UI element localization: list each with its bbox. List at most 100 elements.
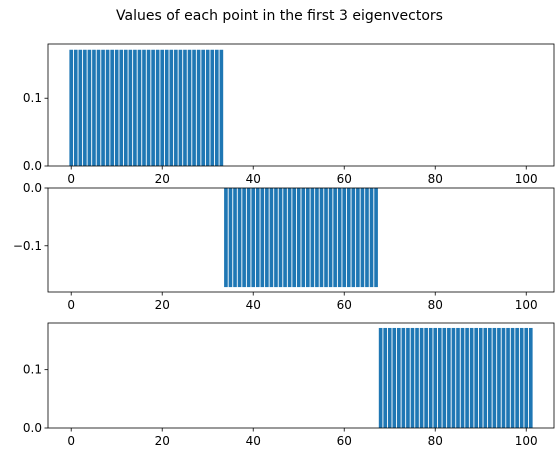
bar [183,49,187,167]
bar [246,188,251,288]
x-tick-label: 60 [337,298,352,312]
bar [460,327,465,428]
x-tick-label: 20 [155,172,170,186]
subplot-3: 0 20 40 60 80 100 0.0 0.1 [23,322,555,448]
bar [287,188,292,288]
bar [387,327,392,428]
bar [356,188,360,288]
bar [501,327,506,428]
bar [410,327,415,428]
x-tick-label: 100 [515,434,538,448]
subplot-2: 0 20 40 60 80 100 0.0 −0.1 [13,181,555,312]
bar [306,188,310,288]
bar [205,49,210,167]
bar [528,327,533,428]
bar [119,49,124,167]
bar [224,188,228,288]
bar [465,327,469,428]
bar [137,49,142,167]
bar [510,327,515,428]
bar [374,188,378,288]
bar [337,188,342,288]
bar [128,49,133,167]
bar [215,49,219,167]
bar [92,49,96,167]
bar [265,188,269,288]
bar [133,49,137,167]
bar [255,188,260,288]
bar [397,327,401,428]
bar [274,188,278,288]
x-tick-label: 60 [337,172,352,186]
y-tick-label: 0.0 [23,181,42,195]
bar [378,327,383,428]
bar [383,327,387,428]
bar [242,188,246,288]
bar [506,327,510,428]
bar [164,49,169,167]
axes-frame [47,43,555,167]
x-tick-label: 0 [67,434,75,448]
bar [187,49,192,167]
bar [69,49,74,167]
bar [292,188,296,288]
bar [433,327,438,428]
bar [456,327,460,428]
bar [210,49,215,167]
bar [310,188,315,288]
bar [315,188,319,288]
x-tick-label: 0 [67,298,75,312]
bar [196,49,201,167]
bar [424,327,428,428]
bar [78,49,83,167]
bar [269,188,274,288]
bar [233,188,237,288]
bar [105,49,110,167]
y-tick-label: 0.0 [23,159,42,173]
bar [519,327,524,428]
x-tick-label: 100 [515,298,538,312]
y-tick-label: −0.1 [13,239,42,253]
bar [155,49,160,167]
bar [515,327,519,428]
bar [474,327,479,428]
bar [251,188,256,288]
bar [237,188,242,288]
bar [365,188,369,288]
bar [469,327,474,428]
bar [369,188,374,288]
subplot-1: 0 20 40 60 80 100 0.0 0.1 [23,43,555,186]
figure-title: Values of each point in the first 3 eige… [116,8,443,24]
axes-frame [47,322,555,429]
bar [360,188,365,288]
bar [301,188,306,288]
bar [419,327,424,428]
bar [437,327,442,428]
bar [342,188,347,288]
bar [123,49,128,167]
bar [228,188,233,288]
bar [114,49,119,167]
bar [87,49,92,167]
bar [151,49,155,167]
bar [96,49,101,167]
bar [333,188,337,288]
x-tick-label: 20 [155,434,170,448]
bar [346,188,351,288]
bar [174,49,178,167]
x-tick-label: 40 [246,434,261,448]
bar [415,327,419,428]
x-tick-label: 40 [246,172,261,186]
bar [201,49,205,167]
bar [192,49,196,167]
x-tick-label: 60 [337,434,352,448]
bar [524,327,529,428]
bar [447,327,451,428]
axes-frame [47,187,555,293]
x-tick-label: 100 [515,172,538,186]
x-tick-label: 40 [246,298,261,312]
bar [319,188,324,288]
bar [146,49,151,167]
bar [110,49,114,167]
